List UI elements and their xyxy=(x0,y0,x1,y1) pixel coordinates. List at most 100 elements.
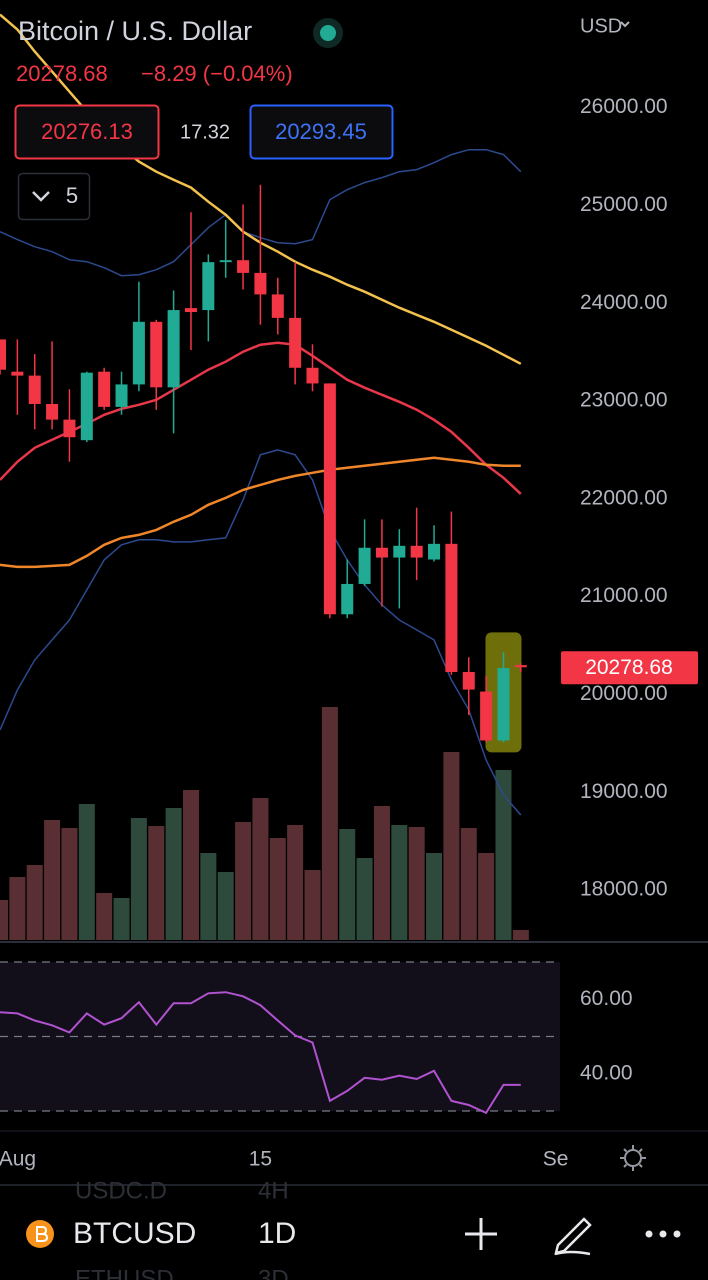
candle-body xyxy=(358,547,371,584)
y-tick-label: 25000.00 xyxy=(580,193,668,216)
buy-box[interactable] xyxy=(249,104,394,160)
volume-bar xyxy=(443,752,460,940)
volume-bar xyxy=(26,865,43,940)
gear-ring xyxy=(624,1149,642,1167)
indicator-line xyxy=(0,449,522,816)
volume-bar xyxy=(426,853,443,940)
currency[interactable]: USD xyxy=(580,15,622,37)
indicators-toggle[interactable] xyxy=(17,172,91,221)
volume-bar xyxy=(0,900,8,940)
last-price: 20278.68 xyxy=(16,61,108,86)
candle-body xyxy=(462,671,475,690)
dot xyxy=(645,1230,653,1238)
y-tick-label: 18000.00 xyxy=(580,878,668,901)
rsi-line xyxy=(0,991,521,1115)
volume-bar xyxy=(130,818,147,940)
last-price-label: 20278.68 xyxy=(585,656,673,679)
candle-body xyxy=(28,375,41,404)
volume-bar xyxy=(217,872,234,940)
add-button[interactable] xyxy=(465,1218,497,1250)
volume-bar xyxy=(408,827,425,940)
symbol-title: Bitcoin / U.S. Dollar xyxy=(18,16,252,46)
ghost-interval: 4H xyxy=(258,1177,289,1204)
volume-bar xyxy=(96,893,113,940)
volume-bar xyxy=(113,898,130,940)
candle-body xyxy=(0,339,6,370)
candle-body xyxy=(375,547,388,558)
y-tick-label: 21000.00 xyxy=(580,584,668,607)
volume-bar xyxy=(148,826,165,940)
candle-body xyxy=(497,668,510,741)
ghost-symbol: ETHUSD xyxy=(75,1265,174,1280)
draw-button[interactable] xyxy=(554,1217,592,1256)
volume-bar xyxy=(478,853,495,940)
candle-body xyxy=(428,543,441,560)
volume-bar xyxy=(356,858,373,940)
candle-body xyxy=(393,545,406,558)
candle-body xyxy=(150,321,163,388)
ghost-interval: 3D xyxy=(258,1265,289,1280)
spread: 17.32 xyxy=(180,121,230,143)
y-tick-label: 19000.00 xyxy=(580,780,668,803)
ghost-symbol: USDC.D xyxy=(75,1177,167,1204)
x-tick-label: 15 xyxy=(249,1148,272,1171)
settings-icon[interactable] xyxy=(620,1145,646,1171)
volume-bar xyxy=(460,828,477,940)
candle-body xyxy=(445,543,458,672)
price-change: −8.29 (−0.04%) xyxy=(141,61,293,86)
candle-body xyxy=(63,419,76,438)
x-tick-label: Se xyxy=(543,1148,569,1171)
price-pane: 26000.00 25000.00 24000.00 23000.00 22000.00… xyxy=(0,13,698,940)
y-tick-label: 24000.00 xyxy=(580,291,668,314)
volume-bar xyxy=(391,825,408,940)
volume-bar xyxy=(252,798,269,940)
rsi-pane: 60.00 40.00 xyxy=(0,961,633,1115)
candle-body xyxy=(167,310,180,388)
y-tick-label: 23000.00 xyxy=(580,389,668,412)
indicators-count: 5 xyxy=(66,183,78,208)
candle-body xyxy=(410,545,423,558)
toolbar-symbol[interactable]: BTCUSD xyxy=(73,1217,196,1250)
time-axis: Aug 15 Se xyxy=(0,1148,569,1171)
candle-body xyxy=(202,262,215,311)
volume-bar xyxy=(235,822,252,940)
sell-box[interactable] xyxy=(14,104,160,160)
dot xyxy=(659,1230,667,1238)
candle-body xyxy=(341,583,354,615)
x-tick-label: Aug xyxy=(0,1148,36,1171)
volume-bar xyxy=(9,877,26,940)
volume-bar xyxy=(287,825,304,940)
y-tick-label: 22000.00 xyxy=(580,486,668,509)
volume-bar xyxy=(321,707,338,940)
last-price-tag xyxy=(561,651,698,685)
indicator-line xyxy=(0,456,521,569)
candle-body xyxy=(46,403,59,420)
candle-body xyxy=(11,371,24,376)
more-button[interactable] xyxy=(645,1230,681,1238)
y-tick-label: 20000.00 xyxy=(580,682,668,705)
coin-glyph xyxy=(36,1226,49,1242)
volume-bar xyxy=(165,808,182,940)
volume-bar xyxy=(304,870,321,940)
dot xyxy=(673,1230,681,1238)
currency-chevron xyxy=(620,21,630,28)
bid-price: 20276.13 xyxy=(41,119,133,144)
candle-body xyxy=(80,372,93,441)
candle-body xyxy=(306,367,319,384)
candle-body xyxy=(254,272,267,295)
status-dot xyxy=(320,25,336,41)
candle-body xyxy=(98,371,111,407)
volume-bar xyxy=(339,829,356,940)
toolbar-interval[interactable]: 1D xyxy=(258,1217,296,1250)
chevron xyxy=(32,191,50,202)
volume-bar xyxy=(78,804,95,940)
volume-bar xyxy=(512,930,529,940)
volume-bar xyxy=(61,828,78,940)
candle-body xyxy=(323,383,336,615)
candle-body xyxy=(237,260,250,273)
volume-bar xyxy=(200,853,217,940)
volume-bar xyxy=(182,790,199,940)
candle-body xyxy=(219,260,232,263)
